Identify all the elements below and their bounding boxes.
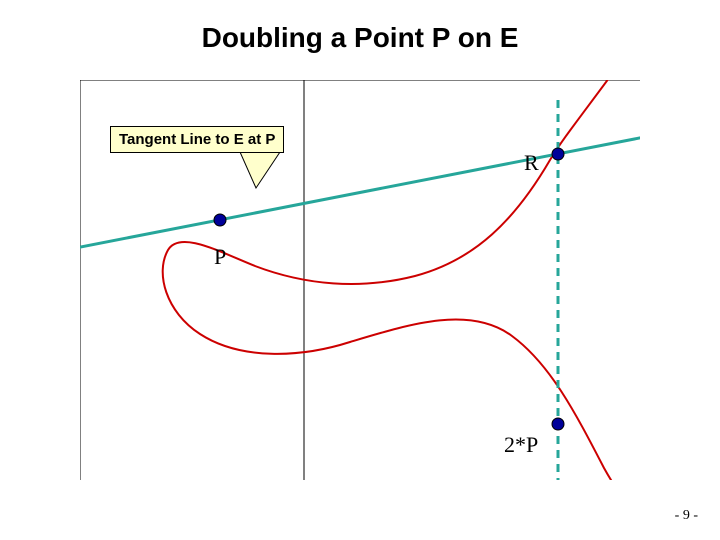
point-r-dot [552, 148, 564, 160]
label-r: R [524, 150, 539, 176]
callout-tail [240, 152, 280, 188]
point-2p-dot [552, 418, 564, 430]
tangent-callout-text: Tangent Line to E at P [119, 131, 275, 148]
slide: Doubling a Point P on E Tangent Line to … [0, 0, 720, 540]
point-p-dot [214, 214, 226, 226]
label-p: P [214, 244, 226, 270]
tangent-callout: Tangent Line to E at P [110, 126, 284, 153]
page-number: - 9 - [675, 508, 698, 524]
figure: Tangent Line to E at P P R 2*P [80, 80, 640, 480]
label-2p: 2*P [504, 432, 538, 458]
slide-title: Doubling a Point P on E [0, 22, 720, 54]
